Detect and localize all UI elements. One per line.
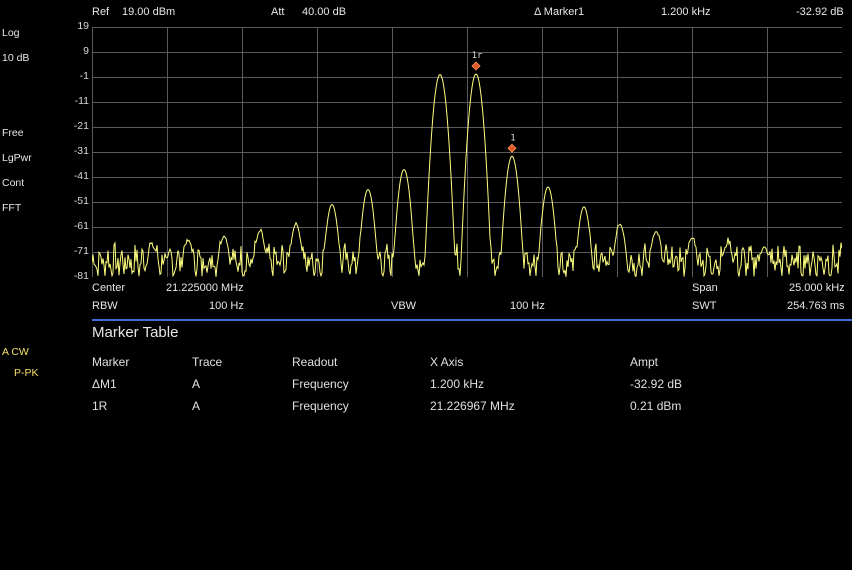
cell-x-axis: 21.226967 MHz [430,399,515,413]
y-tick-label: -31 [73,145,89,157]
col-trace: Trace [192,355,223,369]
marker-label: 1 [510,133,515,143]
scale-div: 10 dB [2,52,30,64]
y-tick-label: -1 [79,70,89,82]
trigger-mode: Free [2,127,24,139]
span-value: 25.000 kHz [789,282,845,294]
cell-marker: ΔM1 [92,377,117,391]
y-tick-label: -51 [73,195,89,207]
marker-freq: 1.200 kHz [661,6,711,18]
y-tick-label: -61 [73,220,89,232]
rbw-label: RBW [92,300,118,312]
sweep-type: FFT [2,202,22,214]
ref-value: 19.00 dBm [122,6,176,18]
cell-marker: 1R [92,399,108,413]
cell-ampt: 0.21 dBm [630,399,682,413]
divider-line [92,319,852,321]
trace-detector: P-PK [14,367,39,379]
trace-mode: A CW [2,346,29,358]
swt-value: 254.763 ms [787,300,845,312]
marker-group: 1r 1 [471,51,517,153]
y-tick-label: -81 [73,270,89,282]
cell-trace: A [192,377,201,391]
col-x-axis: X Axis [430,355,464,369]
marker-label: 1r [472,51,483,61]
y-tick-label: -21 [73,120,89,132]
vbw-value: 100 Hz [510,300,545,312]
y-tick-label: -41 [73,170,89,182]
spectrum-trace [92,73,842,277]
ref-label: Ref [92,6,110,18]
cell-readout: Frequency [292,399,349,413]
swt-label: SWT [692,300,717,312]
cell-ampt: -32.92 dB [630,377,683,391]
y-tick-label: 19 [77,20,89,32]
cell-trace: A [192,399,201,413]
spectrum-plot[interactable]: 1r 1 [92,27,842,277]
marker-ampt: -32.92 dB [796,6,844,18]
detector-type: LgPwr [2,152,32,164]
center-value: 21.225000 MHz [166,282,244,294]
center-label: Center [92,282,126,294]
cell-x-axis: 1.200 kHz [430,377,485,391]
y-tick-label: -71 [73,245,89,257]
marker-diamond [471,61,481,71]
att-value: 40.00 dB [302,6,347,18]
marker-label: Δ Marker1 [534,6,585,18]
y-tick-label: 9 [83,45,89,57]
col-marker: Marker [92,355,130,369]
span-label: Span [692,282,718,294]
rbw-value: 100 Hz [209,300,244,312]
scale-type: Log [2,27,20,39]
vbw-label: VBW [391,300,417,312]
cell-readout: Frequency [292,377,349,391]
marker-table-title: Marker Table [92,324,179,341]
plot-grid [92,27,842,277]
att-label: Att [271,6,285,18]
col-ampt: Ampt [630,355,659,369]
y-tick-label: -11 [74,95,89,107]
marker-diamond [507,143,517,153]
col-readout: Readout [292,355,338,369]
sweep-mode: Cont [2,177,25,189]
